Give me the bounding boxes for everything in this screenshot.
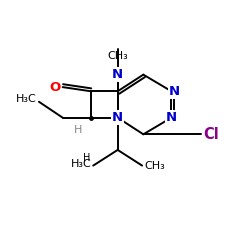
Text: CH₃: CH₃: [144, 160, 165, 170]
Text: H: H: [74, 125, 83, 135]
Text: CH₃: CH₃: [107, 51, 128, 61]
Text: H: H: [84, 153, 91, 163]
Text: H₃C: H₃C: [16, 94, 36, 104]
Text: N: N: [112, 111, 123, 124]
Text: Cl: Cl: [203, 127, 219, 142]
Text: N: N: [112, 68, 123, 81]
Text: N: N: [168, 85, 179, 98]
Text: H₃C: H₃C: [71, 159, 92, 169]
Text: O: O: [49, 80, 60, 94]
Text: N: N: [166, 111, 177, 124]
